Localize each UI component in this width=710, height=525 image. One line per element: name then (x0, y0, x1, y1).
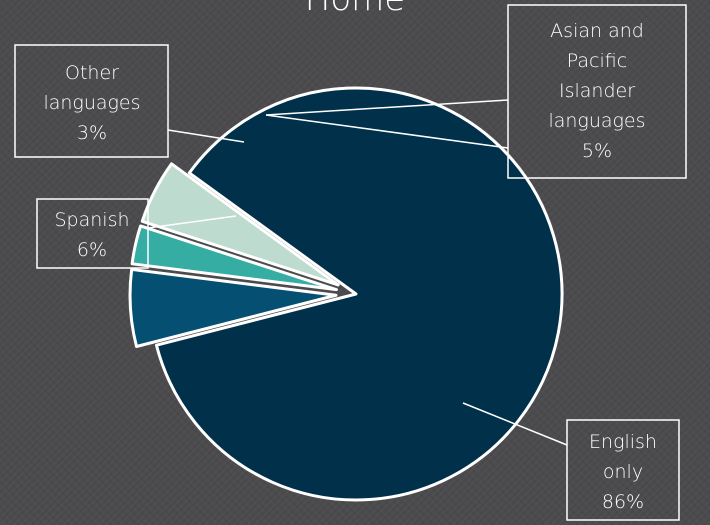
data-label-percent: 86% (602, 491, 644, 513)
pie-slice-other-languages (130, 224, 338, 292)
label-box-asian (507, 4, 687, 179)
data-label-line: English (589, 431, 657, 453)
data-label-line: Pacific (567, 50, 627, 72)
data-label-other-languages: Other languages 3% (43, 62, 140, 144)
pie-slice-english-only (154, 86, 564, 502)
leader-line-asian-top (265, 99, 509, 116)
data-label-line: Islander (559, 80, 635, 102)
pie-slice-asian-and-pacific-islander-languages (140, 162, 340, 287)
data-label-english-only: English only 86% (589, 431, 657, 513)
chart-title: Home (305, 0, 405, 19)
leader-line-english (462, 402, 568, 446)
label-box-english (566, 419, 680, 521)
data-label-line: only (603, 461, 643, 483)
label-box-other (14, 44, 169, 158)
leader-line-other (167, 129, 245, 143)
data-label-percent: 6% (77, 239, 107, 261)
pie-slice-spanish (128, 267, 338, 348)
leader-line-asian (265, 114, 509, 149)
data-label-line: Other (65, 62, 119, 84)
leader-line-spanish (147, 215, 237, 229)
data-label-line: Spanish (54, 209, 129, 231)
data-label-asian-and-pacific-islander-languages: Asian and Pacific Islander languages 5% (548, 20, 645, 162)
data-label-line: Asian and (550, 20, 644, 42)
data-label-spanish: Spanish 6% (54, 209, 129, 261)
data-label-percent: 3% (77, 122, 107, 144)
data-label-line: languages (548, 110, 645, 132)
label-box-spanish (36, 198, 149, 269)
data-label-line: languages (43, 92, 140, 114)
data-label-percent: 5% (582, 140, 612, 162)
